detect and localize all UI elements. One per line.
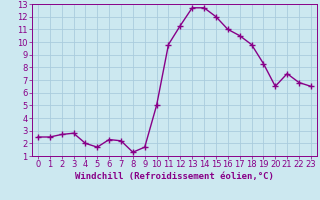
X-axis label: Windchill (Refroidissement éolien,°C): Windchill (Refroidissement éolien,°C): [75, 172, 274, 181]
